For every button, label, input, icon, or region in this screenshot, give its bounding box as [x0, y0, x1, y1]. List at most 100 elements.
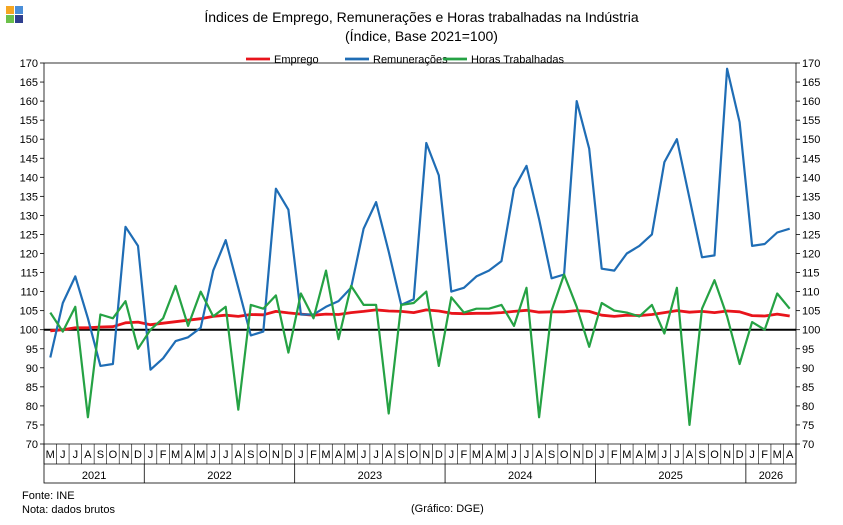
- x-tick-label: F: [160, 449, 167, 461]
- y-tick-label-right: 120: [802, 249, 820, 261]
- y-tick-label-right: 80: [802, 401, 814, 413]
- y-tick-label-left: 80: [26, 401, 38, 413]
- y-tick-label-right: 100: [802, 325, 820, 337]
- x-tick-label: M: [171, 449, 180, 461]
- x-tick-label: J: [749, 449, 755, 461]
- x-tick-label: N: [723, 449, 731, 461]
- x-tick-label: J: [373, 449, 379, 461]
- y-tick-label-left: 70: [26, 439, 38, 451]
- x-tick-label: J: [298, 449, 304, 461]
- x-tick-label: A: [84, 449, 92, 461]
- x-tick-label: M: [647, 449, 656, 461]
- x-tick-label: M: [321, 449, 330, 461]
- y-tick-label-right: 135: [802, 191, 820, 203]
- x-tick-label: A: [535, 449, 543, 461]
- y-tick-label-left: 170: [20, 58, 38, 70]
- x-tick-label: D: [736, 449, 744, 461]
- y-tick-label-left: 110: [20, 287, 38, 299]
- y-tick-label-left: 115: [20, 268, 38, 280]
- x-tick-label: A: [485, 449, 493, 461]
- x-tick-label: M: [46, 449, 55, 461]
- logo-square: [6, 15, 14, 23]
- x-tick-label: O: [710, 449, 719, 461]
- y-tick-label-left: 130: [20, 210, 38, 222]
- x-tick-label: S: [247, 449, 254, 461]
- x-tick-label: J: [361, 449, 367, 461]
- logo-square: [15, 15, 23, 23]
- y-tick-label-right: 165: [802, 77, 820, 89]
- x-tick-label: J: [674, 449, 680, 461]
- y-tick-label-right: 95: [802, 344, 814, 356]
- x-tick-label: J: [60, 449, 66, 461]
- y-tick-label-right: 170: [802, 58, 820, 70]
- x-tick-label: A: [235, 449, 243, 461]
- x-tick-label: S: [698, 449, 705, 461]
- y-tick-label-right: 115: [802, 268, 820, 280]
- y-tick-label-left: 95: [26, 344, 38, 356]
- y-tick-label-left: 75: [26, 420, 38, 432]
- x-tick-label: O: [560, 449, 569, 461]
- x-tick-label: D: [585, 449, 593, 461]
- y-tick-label-left: 105: [20, 306, 38, 318]
- y-tick-label-left: 100: [20, 325, 38, 337]
- y-tick-label-left: 165: [20, 77, 38, 89]
- y-tick-label-left: 150: [20, 134, 38, 146]
- y-tick-label-left: 135: [20, 191, 38, 203]
- data-note: Nota: dados brutos: [22, 504, 115, 516]
- x-tick-label: S: [548, 449, 555, 461]
- x-tick-label: J: [449, 449, 455, 461]
- y-tick-label-right: 130: [802, 210, 820, 222]
- x-tick-label: S: [97, 449, 104, 461]
- series-line-horas-trabalhadas: [49, 269, 791, 426]
- x-tick-label: D: [435, 449, 443, 461]
- x-tick-label: J: [210, 449, 216, 461]
- x-tick-label: F: [761, 449, 768, 461]
- chart-subtitle: (Índice, Base 2021=100): [345, 28, 498, 44]
- y-tick-label-left: 155: [20, 115, 38, 127]
- x-tick-label: F: [460, 449, 467, 461]
- logo: [6, 6, 24, 24]
- x-tick-label: A: [786, 449, 794, 461]
- x-tick-label: N: [272, 449, 280, 461]
- source-note: Fonte: INE: [22, 490, 75, 502]
- y-tick-label-right: 70: [802, 439, 814, 451]
- x-tick-label: M: [472, 449, 481, 461]
- plot-frame: [43, 62, 797, 484]
- x-tick-label: O: [109, 449, 118, 461]
- y-tick-label-left: 140: [20, 172, 38, 184]
- y-tick-label-right: 85: [802, 382, 814, 394]
- x-tick-label: A: [385, 449, 393, 461]
- x-tick-label: M: [497, 449, 506, 461]
- legend-label: Remunerações: [373, 54, 448, 66]
- y-tick-label-left: 120: [20, 249, 38, 261]
- y-tick-label-right: 110: [802, 287, 820, 299]
- credit-note: (Gráfico: DGE): [411, 503, 484, 515]
- series-line-emprego: [50, 308, 790, 333]
- x-tick-label: M: [346, 449, 355, 461]
- x-tick-label: M: [773, 449, 782, 461]
- x-tick-label: A: [686, 449, 694, 461]
- y-tick-label-left: 90: [26, 363, 38, 375]
- y-tick-label-right: 160: [802, 96, 820, 108]
- x-tick-label: A: [335, 449, 343, 461]
- x-tick-label: A: [184, 449, 192, 461]
- x-tick-label: J: [223, 449, 229, 461]
- x-tick-label: M: [622, 449, 631, 461]
- x-tick-label: J: [511, 449, 517, 461]
- y-tick-label-right: 105: [802, 306, 820, 318]
- y-tick-label-right: 140: [802, 172, 820, 184]
- x-tick-label: M: [196, 449, 205, 461]
- x-tick-label: F: [611, 449, 618, 461]
- x-tick-label: J: [524, 449, 530, 461]
- year-label: 2024: [508, 470, 532, 482]
- x-tick-label: A: [636, 449, 644, 461]
- year-label: 2026: [759, 470, 783, 482]
- legend-label: Emprego: [274, 54, 319, 66]
- x-tick-label: F: [310, 449, 317, 461]
- chart-title: Índices de Emprego, Remunerações e Horas…: [204, 9, 639, 25]
- year-label: 2025: [658, 470, 682, 482]
- y-tick-label-left: 85: [26, 382, 38, 394]
- y-tick-label-right: 150: [802, 134, 820, 146]
- logo-square: [6, 6, 14, 14]
- x-tick-label: J: [599, 449, 605, 461]
